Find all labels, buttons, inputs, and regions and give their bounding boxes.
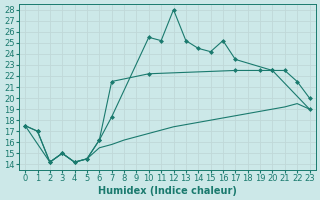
X-axis label: Humidex (Indice chaleur): Humidex (Indice chaleur) bbox=[98, 186, 237, 196]
